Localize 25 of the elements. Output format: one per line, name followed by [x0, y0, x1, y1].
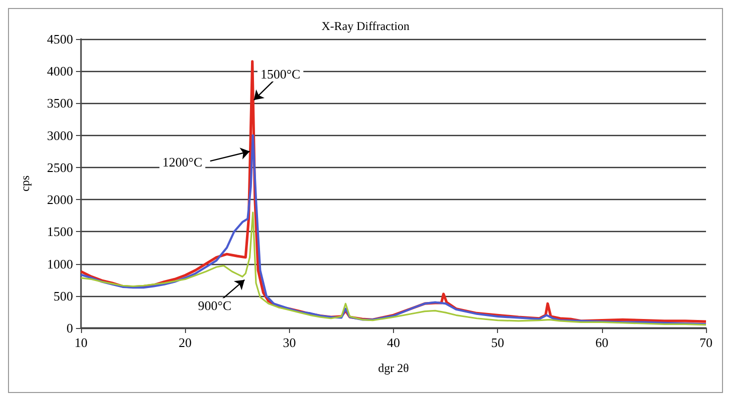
y-tick-label: 3500	[47, 96, 73, 111]
y-tick-label: 500	[54, 288, 73, 304]
y-tick-label: 1500	[47, 224, 73, 240]
x-tick-label: 20	[178, 335, 192, 350]
y-tick-label: 0	[66, 320, 73, 336]
chart-title: X-Ray Diffraction	[321, 19, 410, 33]
y-tick-label: 4000	[47, 64, 73, 79]
x-tick-label: 70	[700, 335, 712, 350]
x-axis-title: dgr 2θ	[378, 361, 410, 375]
line-series	[80, 134, 708, 326]
y-tick-label: 1000	[47, 256, 73, 272]
line-series	[80, 212, 707, 326]
y-tick-label: 2000	[47, 192, 73, 208]
x-tick-label: 40	[387, 335, 400, 350]
annotation: 900°C	[198, 298, 232, 314]
x-tick-label: 50	[491, 335, 504, 350]
y-tick-label: 3000	[47, 128, 73, 143]
annotation: 1200°C	[162, 154, 202, 170]
x-tick-label: 30	[282, 335, 296, 350]
y-tick-label: 4500	[47, 32, 73, 46]
x-tick-label: 10	[74, 335, 88, 350]
annotation: 1500°C	[260, 66, 300, 82]
y-axis-title: cps	[18, 175, 32, 192]
x-tick-label: 60	[595, 335, 608, 350]
y-tick-label: 2500	[47, 160, 73, 175]
